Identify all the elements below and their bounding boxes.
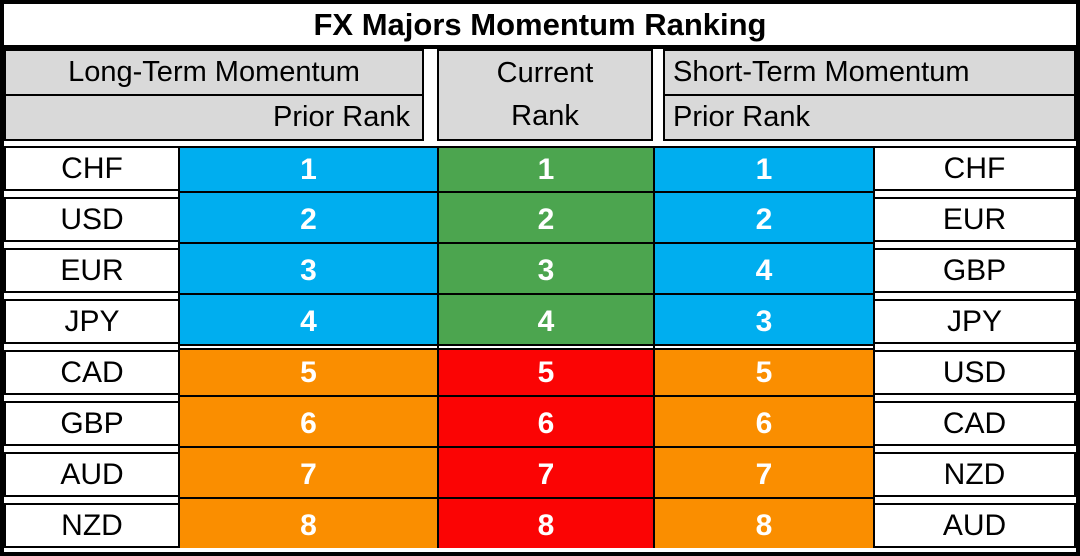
row-spacer [437,497,653,503]
prior-rank-cell: 8 [653,503,875,548]
row-spacer [875,242,1076,248]
header-current-rank-block: Current Rank [437,49,653,141]
prior-rank-cell: 6 [178,401,437,446]
row-spacer [653,446,875,452]
currency-cell-left: AUD [4,452,178,497]
current-rank-cell: 7 [437,452,653,497]
header-long-term-momentum: Long-Term Momentum [6,51,422,96]
row-spacer [875,446,1076,452]
row-spacer [4,395,178,401]
currency-cell-right: GBP [875,248,1076,293]
prior-rank-cell: 4 [653,248,875,293]
row-spacer [4,344,178,350]
prior-rank-cell: 3 [653,299,875,344]
row-spacer [437,191,653,197]
prior-rank-cell: 6 [653,401,875,446]
row-spacer [653,497,875,503]
prior-rank-cell: 2 [178,197,437,242]
row-spacer [4,191,178,197]
currency-cell-left: JPY [4,299,178,344]
row-spacer [875,395,1076,401]
table-header: Long-Term Momentum Prior Rank Current Ra… [4,49,1076,141]
row-spacer [178,395,437,401]
currency-cell-right: CAD [875,401,1076,446]
row-spacer [178,497,437,503]
row-spacer [437,293,653,299]
currency-cell-right: NZD [875,452,1076,497]
header-long-term-block: Long-Term Momentum Prior Rank [4,49,424,141]
row-spacer [437,242,653,248]
header-prior-rank-left: Prior Rank [273,101,410,133]
row-spacer [875,293,1076,299]
currency-cell-left: NZD [4,503,178,548]
row-spacer [437,344,653,350]
row-spacer [875,497,1076,503]
row-spacer [4,497,178,503]
row-spacer [178,344,437,350]
row-spacer [437,395,653,401]
currency-cell-left: CAD [4,350,178,395]
header-current-line: Current [496,56,594,89]
header-body-spacer [4,141,1076,146]
row-spacer [653,293,875,299]
header-short-term-momentum: Short-Term Momentum [665,51,1074,96]
prior-rank-cell: 7 [178,452,437,497]
prior-rank-cell: 2 [653,197,875,242]
row-spacer [653,242,875,248]
row-spacer [178,293,437,299]
currency-cell-right: AUD [875,503,1076,548]
currency-cell-left: EUR [4,248,178,293]
row-spacer [437,446,653,452]
current-rank-cell: 1 [437,146,653,191]
row-spacer [653,344,875,350]
row-spacer [4,242,178,248]
ranking-grid: CHF 1 1 1 CHF USD 2 2 2 EUR EUR 3 3 4 GBP JPY 4 4 3 JPY CAD 5… [4,146,1076,548]
prior-rank-cell: 3 [178,248,437,293]
current-rank-cell: 2 [437,197,653,242]
row-spacer [4,293,178,299]
currency-cell-left: USD [4,197,178,242]
row-spacer [178,242,437,248]
currency-cell-right: EUR [875,197,1076,242]
header-gutter-right [653,49,663,141]
header-prior-rank-right: Prior Rank [673,101,810,133]
row-spacer [875,344,1076,350]
prior-rank-cell: 8 [178,503,437,548]
currency-cell-right: CHF [875,146,1076,191]
header-short-term-block: Short-Term Momentum Prior Rank [663,49,1076,141]
row-spacer [875,191,1076,197]
row-spacer [178,446,437,452]
current-rank-cell: 4 [437,299,653,344]
row-spacer [178,191,437,197]
current-rank-cell: 3 [437,248,653,293]
prior-rank-cell: 4 [178,299,437,344]
currency-cell-left: CHF [4,146,178,191]
row-spacer [653,191,875,197]
currency-cell-right: JPY [875,299,1076,344]
current-rank-cell: 5 [437,350,653,395]
current-rank-cell: 8 [437,503,653,548]
currency-cell-left: GBP [4,401,178,446]
row-spacer [4,446,178,452]
page-title: FX Majors Momentum Ranking [4,4,1076,49]
current-rank-cell: 6 [437,401,653,446]
prior-rank-cell: 5 [653,350,875,395]
header-current-rank: Current Rank [439,51,651,139]
header-gutter-left [424,49,437,141]
prior-rank-cell: 5 [178,350,437,395]
currency-cell-right: USD [875,350,1076,395]
header-rank-line: Rank [511,100,579,132]
prior-rank-cell: 7 [653,452,875,497]
prior-rank-cell: 1 [653,146,875,191]
row-spacer [653,395,875,401]
prior-rank-cell: 1 [178,146,437,191]
